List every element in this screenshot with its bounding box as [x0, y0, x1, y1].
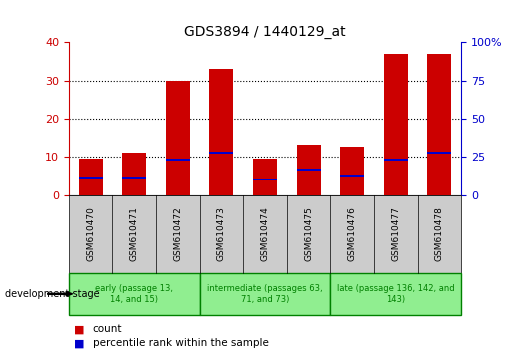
- Bar: [384, 54, 408, 195]
- Bar: [79, 159, 103, 195]
- Text: late (passage 136, 142, and
143): late (passage 136, 142, and 143): [337, 284, 455, 303]
- Text: GSM610470: GSM610470: [86, 206, 95, 261]
- Text: GSM610471: GSM610471: [130, 206, 139, 261]
- Bar: [427, 54, 452, 195]
- Text: GSM610477: GSM610477: [391, 206, 400, 261]
- Bar: [166, 81, 190, 195]
- Text: GSM610475: GSM610475: [304, 206, 313, 261]
- Text: GSM610478: GSM610478: [435, 206, 444, 261]
- Bar: [297, 145, 321, 195]
- Text: development stage: development stage: [5, 289, 100, 299]
- Bar: [340, 175, 364, 177]
- Text: ■: ■: [74, 324, 85, 334]
- Bar: [79, 177, 103, 178]
- Bar: [122, 153, 146, 195]
- Text: GSM610472: GSM610472: [173, 206, 182, 261]
- Text: ■: ■: [74, 338, 85, 348]
- Bar: [297, 169, 321, 171]
- Bar: [166, 160, 190, 161]
- Bar: [384, 160, 408, 161]
- Bar: [209, 69, 233, 195]
- Text: percentile rank within the sample: percentile rank within the sample: [93, 338, 269, 348]
- Text: early (passage 13,
14, and 15): early (passage 13, 14, and 15): [95, 284, 173, 303]
- Bar: [122, 177, 146, 178]
- Text: GSM610474: GSM610474: [261, 206, 269, 261]
- Bar: [209, 152, 233, 154]
- Bar: [253, 159, 277, 195]
- Bar: [253, 178, 277, 181]
- Text: count: count: [93, 324, 122, 334]
- Text: intermediate (passages 63,
71, and 73): intermediate (passages 63, 71, and 73): [207, 284, 323, 303]
- Bar: [340, 147, 364, 195]
- Text: GSM610476: GSM610476: [348, 206, 357, 261]
- Title: GDS3894 / 1440129_at: GDS3894 / 1440129_at: [184, 25, 346, 39]
- Text: GSM610473: GSM610473: [217, 206, 226, 261]
- Bar: [427, 152, 452, 154]
